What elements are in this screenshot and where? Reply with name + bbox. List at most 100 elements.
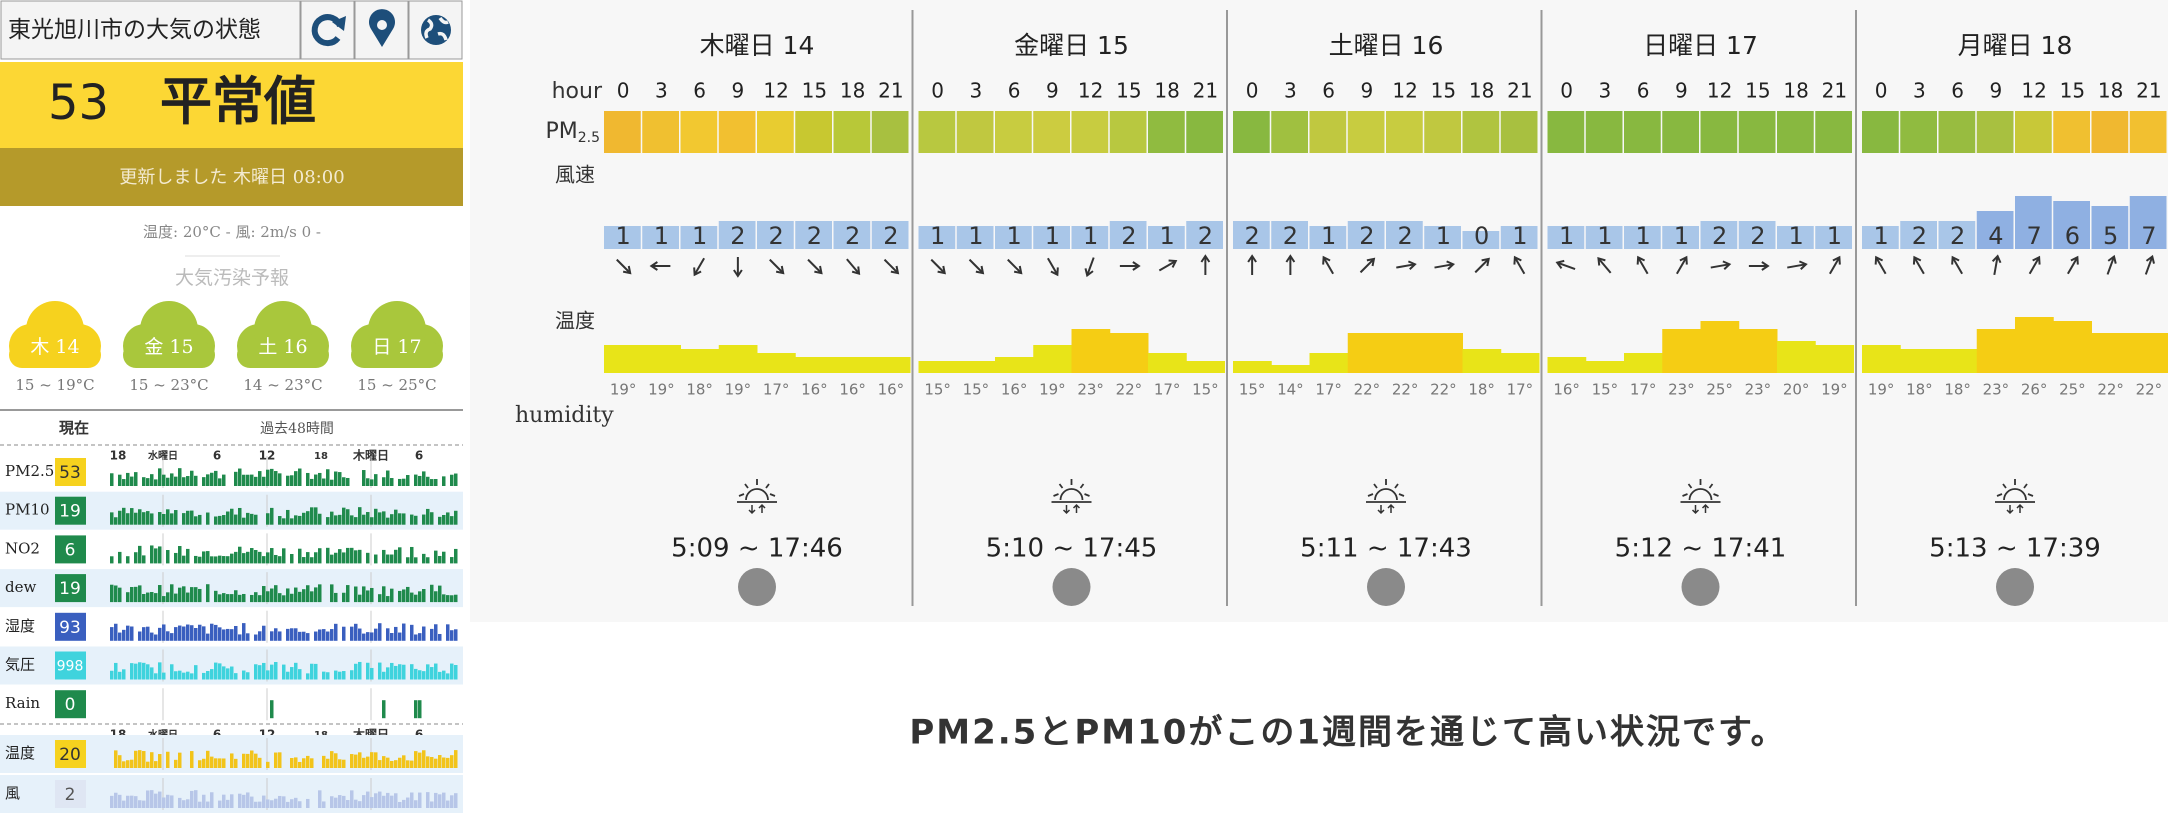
- mini-bar: [286, 509, 290, 525]
- refresh-button[interactable]: [300, 0, 355, 60]
- mini-bar: [110, 512, 114, 525]
- mini-bar: [214, 662, 218, 680]
- mini-bar: [294, 757, 298, 768]
- mini-bar: [126, 760, 130, 768]
- mini-bar: [366, 512, 370, 525]
- pm-cell: [1900, 111, 1937, 153]
- wind-value: 2: [1283, 222, 1298, 250]
- row-label: PM2.5: [5, 462, 54, 480]
- arrow-head: [1798, 260, 1808, 270]
- forecast-range: 15 ~ 25°C: [357, 376, 436, 394]
- wind-bar: [718, 221, 756, 249]
- forecast-cloud[interactable]: 金 15: [123, 301, 215, 368]
- mini-bar: [206, 671, 210, 680]
- temp-value: 15°: [963, 381, 990, 399]
- arrow-head: [1407, 260, 1417, 270]
- mini-bar: [314, 631, 318, 641]
- mini-bar: [158, 585, 162, 603]
- hour-tick: 21: [1822, 79, 1847, 103]
- mini-bar: [370, 797, 374, 808]
- mini-bar: [410, 514, 414, 525]
- temp-bar: [1309, 353, 1349, 373]
- wind-bar: [604, 226, 641, 249]
- mini-bar: [146, 790, 150, 808]
- mini-bar: [402, 623, 406, 641]
- mini-bar: [438, 516, 442, 525]
- wind-bar: [1700, 221, 1738, 249]
- mini-bar: [222, 556, 226, 564]
- sun-arrows: [1691, 503, 1710, 515]
- wind-bar: [2053, 201, 2090, 249]
- mini-bar: [426, 756, 430, 768]
- mini-bar: [134, 750, 138, 768]
- mini-bar: [406, 557, 410, 564]
- pm-cell: [642, 111, 679, 153]
- wind-bar: [1976, 211, 2014, 249]
- day-title: 木曜日 14: [700, 31, 815, 60]
- mini-bar: [122, 761, 126, 768]
- mini-bar: [382, 549, 386, 564]
- value-box: [55, 740, 86, 768]
- wind-arrow: [733, 257, 743, 278]
- mini-bar: [250, 548, 254, 564]
- mini-bar: [234, 514, 238, 525]
- arrow-shaft: [769, 258, 784, 274]
- mini-bar: [382, 477, 386, 486]
- wind-bar: [1738, 221, 1776, 249]
- mini-bar: [442, 514, 446, 525]
- mini-bar: [282, 548, 286, 564]
- wind-arrow: [1513, 255, 1526, 275]
- globe-button[interactable]: [408, 0, 463, 60]
- mini-bar: [138, 750, 142, 768]
- pm-cell: [1109, 111, 1147, 153]
- mini-bar: [426, 476, 430, 486]
- temp-value: 19°: [610, 381, 637, 399]
- arrow-shaft: [1047, 257, 1058, 275]
- mini-bar: [154, 479, 158, 486]
- arrow-shaft: [1637, 257, 1649, 275]
- mini-bar: [398, 664, 402, 680]
- sun-times: 5:11 ~ 17:43: [1300, 534, 1472, 564]
- forecast-cloud[interactable]: 日 17: [351, 301, 443, 368]
- location-button[interactable]: [354, 0, 409, 60]
- temp-value: 25°: [1706, 381, 1733, 399]
- mini-bar: [390, 795, 394, 808]
- sun-icon: [1995, 479, 2035, 515]
- mini-bar: [410, 664, 414, 680]
- sun-ray: [1053, 493, 1059, 497]
- history-axis-label: 6: [213, 728, 221, 742]
- mini-bar: [134, 796, 138, 808]
- arrow-shaft: [1557, 261, 1576, 271]
- mini-bar: [142, 800, 146, 808]
- hour-tick: 18: [2098, 79, 2123, 103]
- wind-bar: [642, 226, 679, 249]
- mini-bar: [426, 792, 430, 808]
- mini-bar: [242, 623, 246, 641]
- mini-bar: [354, 550, 358, 564]
- mini-bar: [414, 594, 418, 603]
- mini-bar: [194, 555, 198, 564]
- mini-bar: [130, 586, 134, 603]
- mini-bar: [214, 516, 218, 525]
- mini-bar: [158, 791, 162, 808]
- mini-bar: [350, 626, 354, 641]
- mini-bar: [182, 513, 186, 525]
- mini-bar: [358, 628, 362, 641]
- wind-arrow: [1597, 256, 1612, 274]
- sun-half: [745, 488, 769, 501]
- wind-bar: [1462, 231, 1500, 249]
- hour-tick: 18: [1469, 79, 1494, 103]
- mini-bar: [126, 556, 130, 564]
- mini-bar: [118, 551, 122, 564]
- mini-bar: [374, 508, 378, 525]
- wind-arrow: [1359, 257, 1376, 274]
- arrow-head: [1597, 256, 1606, 266]
- forecast-cloud[interactable]: 土 16: [237, 301, 329, 368]
- mini-bar: [270, 631, 274, 641]
- row-value: 2: [65, 785, 76, 805]
- wind-arrow: [1636, 255, 1649, 275]
- forecast-cloud[interactable]: 木 14: [9, 301, 101, 368]
- mini-bar: [342, 507, 346, 525]
- wind-arrow: [1874, 255, 1887, 275]
- mini-bar: [298, 631, 302, 641]
